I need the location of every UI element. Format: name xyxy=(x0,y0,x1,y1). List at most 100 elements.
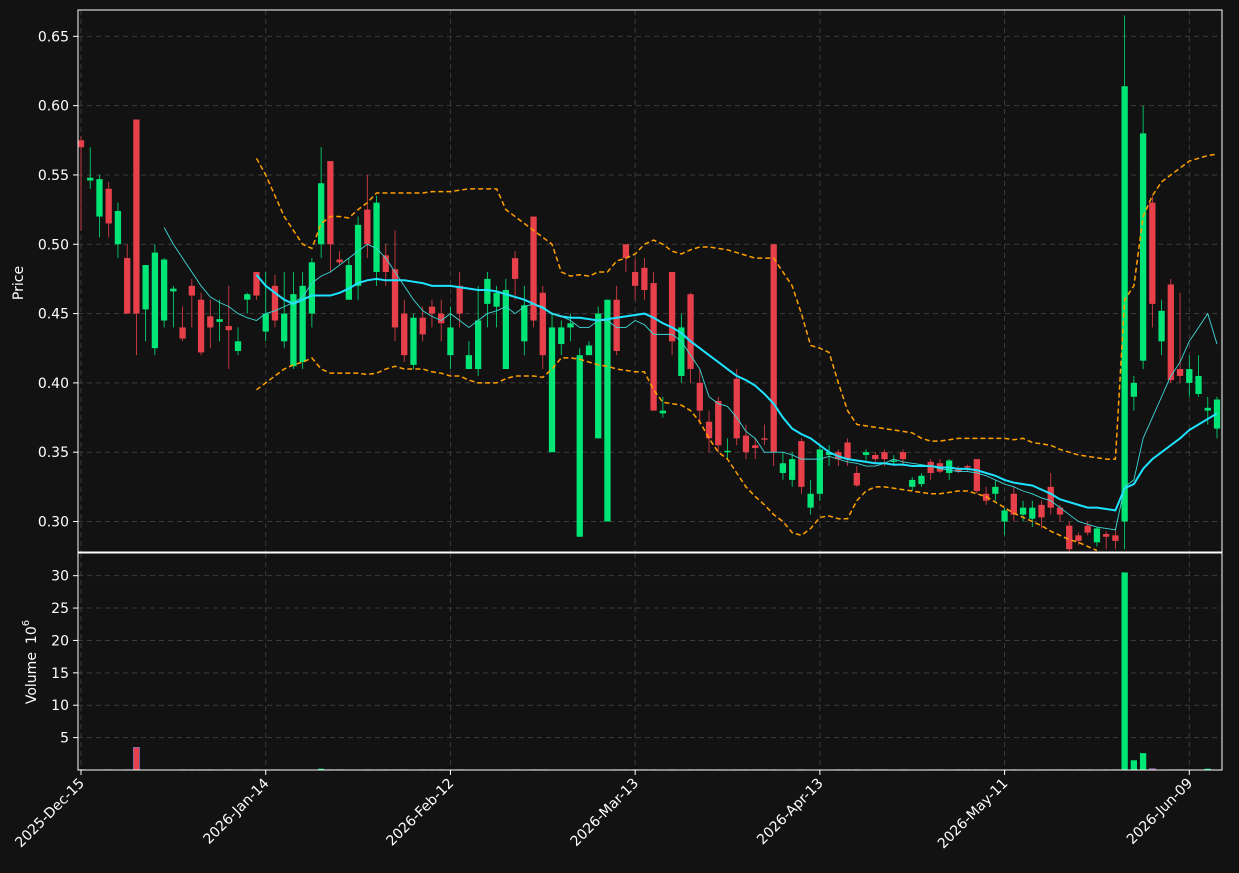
candle-body xyxy=(1029,507,1036,519)
volume-bar xyxy=(1130,760,1138,770)
volume-unit-base: 10 xyxy=(24,626,40,644)
candle-body xyxy=(142,265,149,310)
candle-body xyxy=(160,259,168,321)
y-tick-label: 5 xyxy=(60,731,69,747)
candle-body xyxy=(613,299,620,352)
candle-body xyxy=(474,320,482,370)
candle-body xyxy=(567,323,574,328)
candle-body xyxy=(207,316,214,328)
candle-body xyxy=(133,119,140,314)
candle-body xyxy=(705,421,713,439)
candle-body xyxy=(281,313,288,342)
candle-body xyxy=(1167,284,1174,381)
candle-body xyxy=(1195,375,1202,394)
candle-body xyxy=(1001,510,1008,522)
candle-body xyxy=(234,341,242,352)
volume-label-text: Volume xyxy=(24,652,40,704)
candle-body xyxy=(770,244,777,453)
candle-body xyxy=(742,435,750,453)
candle-body xyxy=(327,161,334,245)
y-tick-label: 15 xyxy=(51,666,69,682)
candle-body xyxy=(715,400,722,446)
volume-frame xyxy=(77,552,1223,771)
candle-body xyxy=(918,475,925,485)
candle-body xyxy=(151,252,159,349)
candle-body xyxy=(253,271,260,296)
candle-body xyxy=(170,288,177,292)
candle-body xyxy=(271,285,279,321)
candle-body xyxy=(687,294,694,370)
indicator-line xyxy=(163,227,1218,531)
candle-body xyxy=(1019,507,1027,515)
y-tick-label: 0.60 xyxy=(38,99,69,115)
candle-body xyxy=(428,306,436,314)
candle-body xyxy=(1186,369,1193,383)
candle-body xyxy=(955,468,962,472)
candle-body xyxy=(899,452,907,460)
volume-bar xyxy=(1139,753,1147,770)
y-tick-label: 0.30 xyxy=(38,515,69,531)
candle-body xyxy=(548,327,556,453)
volume-bar xyxy=(1204,768,1211,770)
candle-body xyxy=(345,265,352,300)
candle-body xyxy=(1204,407,1211,411)
candle-body xyxy=(1103,533,1110,537)
price-frame xyxy=(77,9,1223,553)
volume-axis-label: Volume 106 xyxy=(21,620,40,704)
y-tick-label: 0.35 xyxy=(38,445,69,461)
candle-body xyxy=(87,177,94,181)
candle-body xyxy=(881,452,888,460)
candle-body xyxy=(484,278,491,304)
candle-body xyxy=(78,140,85,148)
y-tick-label: 20 xyxy=(51,633,69,649)
candle-body xyxy=(419,317,426,335)
candle-body xyxy=(493,292,500,307)
candle-body xyxy=(382,255,389,272)
y-tick-label: 0.65 xyxy=(38,29,69,45)
price-axis-label: Price xyxy=(11,266,27,300)
candle-body xyxy=(992,486,999,494)
candle-body xyxy=(964,466,971,468)
candle-body xyxy=(299,285,306,363)
candle-body xyxy=(521,305,528,342)
candle-body xyxy=(502,290,509,370)
candle-body xyxy=(539,292,546,356)
candle-body xyxy=(364,209,371,245)
candle-body xyxy=(862,452,870,455)
candle-body xyxy=(336,259,343,263)
candle-body xyxy=(678,327,685,376)
candle-body xyxy=(1130,382,1138,397)
candle-body xyxy=(216,319,223,322)
y-tick-label: 10 xyxy=(51,698,69,714)
candle-body xyxy=(761,438,768,440)
candle-body xyxy=(1158,310,1165,342)
candle-body xyxy=(1010,493,1017,515)
candle-body xyxy=(659,410,666,414)
candle-body xyxy=(798,441,805,487)
candle-body xyxy=(668,271,676,342)
candle-body xyxy=(1047,486,1054,508)
candle-body xyxy=(1139,133,1147,361)
candle-body xyxy=(391,269,399,328)
candle-body xyxy=(465,355,473,370)
candle-body xyxy=(124,258,131,314)
candle-body xyxy=(410,317,417,365)
candle-body xyxy=(1093,528,1101,543)
candle-body xyxy=(1075,535,1082,541)
candle-body xyxy=(927,461,934,473)
candle-body xyxy=(401,313,408,356)
volume-bar xyxy=(317,768,325,770)
candle-body xyxy=(724,450,731,453)
candle-body xyxy=(650,283,657,411)
candle-body xyxy=(595,313,602,439)
candle-body xyxy=(909,479,916,487)
candle-body xyxy=(789,459,796,480)
candle-body xyxy=(622,244,630,259)
candle-body xyxy=(290,294,297,367)
indicator-line xyxy=(255,274,1218,512)
volume-bar xyxy=(1121,572,1128,770)
candle-body xyxy=(779,463,787,473)
y-tick-label: 30 xyxy=(51,569,69,585)
